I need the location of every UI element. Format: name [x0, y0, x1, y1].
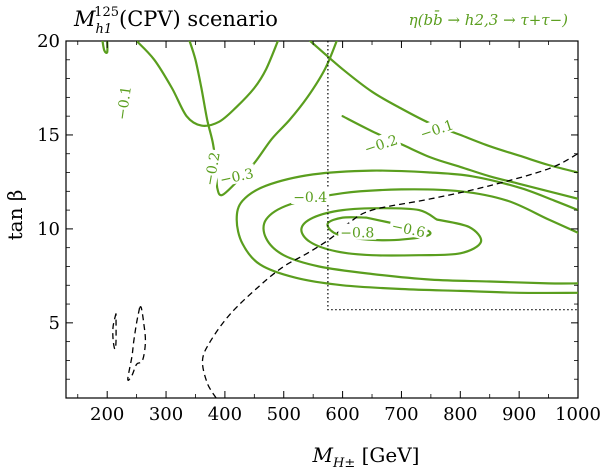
y-tick-label: 20	[37, 31, 60, 52]
x-tick-label: 900	[502, 404, 536, 425]
dashed-island-2	[127, 306, 147, 381]
y-tick-label: 10	[37, 219, 60, 240]
x-axis-label: MH± [GeV]	[312, 443, 420, 470]
dashed-limit-main	[201, 153, 578, 398]
x-tick-label: 600	[325, 404, 359, 425]
contour-label-5: −0.4	[291, 188, 330, 206]
contour-layer	[101, 41, 578, 295]
contour-0.1-left	[101, 41, 109, 54]
x-tick-label: 400	[208, 404, 242, 425]
contour-label-text: −0.2	[363, 132, 400, 158]
contour-label-text: −0.3	[219, 166, 256, 189]
plot-area	[65, 40, 579, 399]
contour-label-text: −0.4	[293, 190, 327, 206]
contour-0.1-right	[309, 41, 578, 174]
x-tick-label: 300	[149, 404, 183, 425]
legend-label: η(bb̄ → h2,3 → τ+τ−)	[409, 11, 569, 29]
x-tick-label: 500	[267, 404, 301, 425]
x-tick-label: 1000	[555, 404, 601, 425]
contour-0.2-right	[341, 115, 578, 200]
y-axis-label: tan β	[3, 190, 27, 241]
contour-0.4	[262, 188, 578, 285]
contour-0.3	[235, 169, 578, 295]
contour-label-4: −0.3	[216, 163, 257, 189]
dotted-excluded-region	[327, 41, 578, 311]
contour-label-layer: −0.1−0.2−0.1−0.2−0.3−0.4−0.6−0.8	[112, 82, 458, 242]
contour-0.2	[188, 41, 338, 197]
x-tick-label: 700	[384, 404, 418, 425]
contour-label-6: −0.6	[388, 216, 429, 242]
contour-label-7: −0.8	[338, 223, 377, 242]
contour-label-text: −0.8	[340, 226, 374, 242]
x-tick-label: 200	[90, 404, 124, 425]
dashed-layer	[112, 41, 578, 398]
contour-label-text: −0.6	[390, 219, 427, 242]
contour-label-0: −0.1	[112, 82, 135, 123]
y-tick-label: 5	[49, 313, 60, 334]
tick-layer: 200 300 400 500 600 700 800 900 1000 5 10 15 20	[37, 31, 601, 425]
dashed-island-1	[112, 313, 117, 350]
y-tick-label: 15	[37, 125, 60, 146]
contour-0.1	[135, 41, 279, 127]
chart-title: Mh1125(CPV) scenario	[73, 5, 278, 37]
x-tick-label: 800	[443, 404, 477, 425]
plot-frame	[65, 40, 579, 399]
contour-label-text: −0.1	[114, 85, 135, 121]
